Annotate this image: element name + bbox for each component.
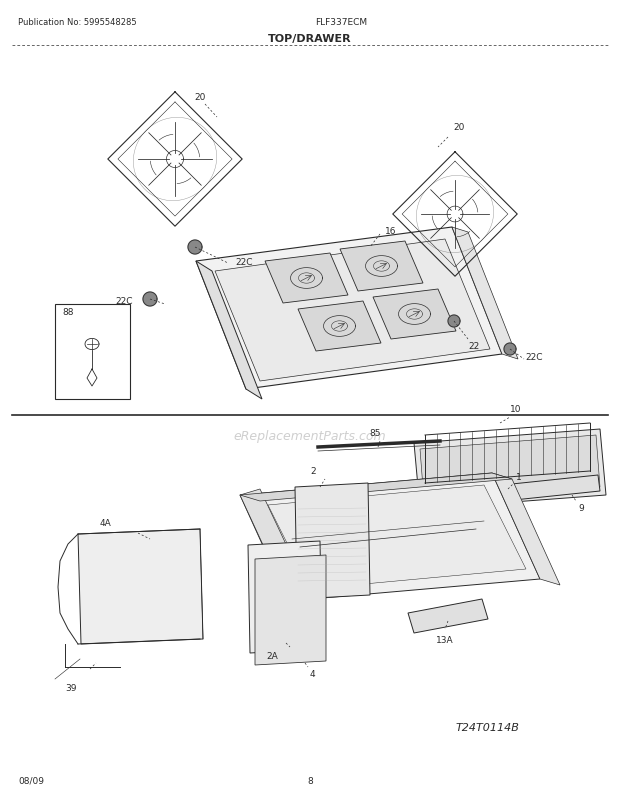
Text: T24T0114B: T24T0114B	[456, 722, 520, 732]
Polygon shape	[196, 261, 262, 399]
Polygon shape	[492, 473, 560, 585]
Text: 9: 9	[578, 504, 584, 512]
Polygon shape	[248, 541, 322, 653]
Text: Publication No: 5995548285: Publication No: 5995548285	[18, 18, 136, 27]
Polygon shape	[196, 228, 502, 390]
Text: 22C: 22C	[115, 297, 133, 306]
Polygon shape	[268, 485, 526, 589]
Text: 4: 4	[310, 669, 316, 678]
Text: TOP/DRAWER: TOP/DRAWER	[268, 34, 352, 44]
Polygon shape	[143, 293, 157, 306]
Polygon shape	[464, 476, 600, 505]
Polygon shape	[240, 489, 308, 599]
Polygon shape	[452, 228, 518, 359]
Text: 8: 8	[307, 776, 313, 785]
Text: 10: 10	[510, 404, 521, 414]
Text: 20: 20	[194, 93, 206, 102]
Polygon shape	[295, 484, 370, 599]
Polygon shape	[215, 240, 490, 382]
Polygon shape	[448, 316, 460, 327]
Polygon shape	[265, 253, 348, 304]
Text: 85: 85	[370, 428, 381, 437]
Polygon shape	[240, 473, 540, 602]
Text: 88: 88	[62, 308, 74, 317]
Text: 22C: 22C	[235, 258, 252, 267]
Text: 13A: 13A	[436, 635, 454, 644]
Polygon shape	[420, 435, 600, 501]
Text: 1: 1	[516, 472, 522, 481]
Text: 2: 2	[311, 467, 316, 476]
Text: 39: 39	[65, 683, 76, 692]
Polygon shape	[255, 555, 326, 665]
Text: FLF337ECM: FLF337ECM	[315, 18, 367, 27]
Text: 20: 20	[453, 123, 464, 132]
Text: 2A: 2A	[266, 651, 278, 660]
Polygon shape	[78, 529, 203, 644]
Polygon shape	[504, 343, 516, 355]
Polygon shape	[414, 429, 606, 509]
Polygon shape	[240, 473, 512, 501]
Polygon shape	[188, 241, 202, 255]
Text: 22C: 22C	[525, 353, 542, 362]
Text: 08/09: 08/09	[18, 776, 44, 785]
Polygon shape	[340, 241, 423, 292]
Polygon shape	[298, 302, 381, 351]
Text: eReplacementParts.com: eReplacementParts.com	[234, 429, 386, 443]
Polygon shape	[408, 599, 488, 634]
Polygon shape	[373, 290, 456, 339]
Text: 16: 16	[385, 227, 397, 237]
Text: 4A: 4A	[100, 518, 112, 528]
Text: 22: 22	[468, 342, 479, 350]
